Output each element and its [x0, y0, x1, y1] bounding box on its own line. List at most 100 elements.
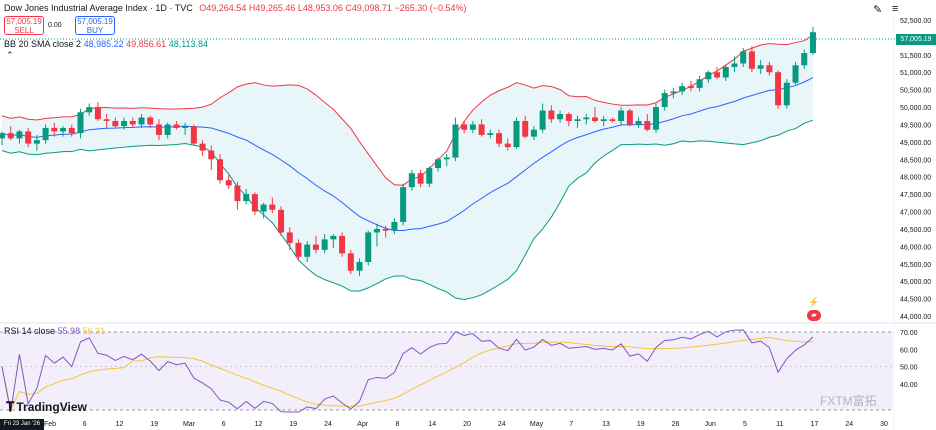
candle-body — [16, 131, 23, 139]
price-tick-label: 49,000.00 — [900, 140, 931, 147]
price-tick-label: 49,500.00 — [900, 122, 931, 129]
candle-body — [295, 242, 302, 257]
candle-body — [278, 209, 285, 233]
tv-logo-icon: 𝐓 — [6, 399, 15, 414]
time-tick-label: 20 — [463, 421, 471, 428]
pencil-icon[interactable]: ✎ — [873, 4, 883, 16]
candle-body — [766, 65, 773, 73]
candle-body — [269, 204, 276, 210]
price-tick-label: 51,000.00 — [900, 70, 931, 77]
candle-body — [199, 143, 206, 151]
time-tick-label: 19 — [289, 421, 297, 428]
time-tick-label: 13 — [602, 421, 610, 428]
candle-body — [408, 173, 415, 188]
crosshair-date-badge: Fri 23 Jan '26 — [0, 419, 44, 430]
candle-body — [783, 82, 790, 106]
candle-body — [365, 232, 372, 263]
lightning-icon[interactable]: ⚡ — [808, 297, 820, 307]
rsi-band-fill — [0, 332, 893, 410]
candle-body — [103, 119, 110, 121]
buy-price: 57,005.19 — [77, 17, 113, 26]
candle-body — [173, 124, 180, 128]
sell-price: 57,005.19 — [6, 17, 42, 26]
buy-label: BUY — [86, 26, 104, 35]
candle-body — [400, 187, 407, 222]
candle-body — [740, 51, 747, 64]
candle-body — [565, 114, 572, 121]
candle-body — [147, 117, 154, 125]
candle-body — [208, 150, 215, 160]
candle-body — [426, 168, 433, 184]
candle-body — [312, 244, 319, 250]
candle-body — [539, 110, 546, 130]
candle-body — [234, 185, 241, 202]
candle-body — [0, 133, 5, 139]
candle-body — [356, 262, 363, 271]
rsi-value: 55.98 — [57, 326, 81, 336]
candle-body — [339, 235, 346, 254]
candle-body — [182, 126, 189, 128]
collapse-legend-icon[interactable]: ⌃ — [6, 50, 14, 60]
price-tick-label: 44,500.00 — [900, 297, 931, 304]
candle-body — [251, 194, 258, 212]
candle-body — [243, 194, 250, 202]
time-tick-label: 11 — [776, 421, 783, 428]
candle-body — [260, 204, 267, 212]
price-tick-label: 47,000.00 — [900, 210, 931, 217]
candle-body — [644, 120, 651, 130]
candle-body — [504, 143, 511, 148]
time-tick-label: 12 — [116, 421, 124, 428]
candle-body — [801, 53, 808, 66]
symbol-title[interactable]: Dow Jones Industrial Average Index · 1D … — [4, 3, 193, 13]
chart-legend-title: Dow Jones Industrial Average Index · 1D … — [4, 3, 467, 14]
candle-body — [121, 120, 128, 127]
candle-body — [522, 120, 529, 137]
time-tick-label: 6 — [83, 421, 87, 428]
price-tick-label: 44,000.00 — [900, 314, 931, 321]
price-tick-label: 51,500.00 — [900, 53, 931, 60]
candle-body — [714, 72, 721, 78]
logo-text: TradingView — [16, 400, 87, 414]
candle-body — [530, 129, 537, 137]
bollinger-legend[interactable]: BB 20 SMA close 2 48,985.22 49,856.61 48… — [4, 39, 208, 50]
bb-lower-line — [1, 119, 814, 301]
time-tick-label: Feb — [44, 421, 56, 428]
flag-badge-icon[interactable]: ▰ — [807, 310, 821, 321]
rsi-legend[interactable]: RSI 14 close 55.98 56.31 — [4, 326, 105, 337]
candle-body — [496, 133, 503, 144]
candle-body — [731, 63, 738, 68]
price-tick-label: 48,000.00 — [900, 175, 931, 182]
time-tick-label: Jun — [705, 421, 716, 428]
candle-body — [722, 67, 729, 78]
bb-upper-value: 49,856.61 — [126, 39, 167, 49]
candle-body — [190, 126, 197, 144]
time-tick-label: 24 — [498, 421, 506, 428]
ohlc-values: O49,264.54 H49,265.46 L48,953.06 C49,098… — [199, 3, 467, 13]
price-tick-label: 46,500.00 — [900, 227, 931, 234]
candle-body — [809, 32, 816, 54]
price-tick-label: 52,500.00 — [900, 18, 931, 25]
time-tick-label: 24 — [324, 421, 332, 428]
candle-body — [679, 86, 686, 92]
time-tick-label: Mar — [183, 421, 196, 428]
candle-body — [696, 79, 703, 88]
candle-body — [321, 239, 328, 250]
buy-button[interactable]: 57,005.19 BUY — [75, 16, 115, 35]
bb-upper-line — [1, 34, 814, 186]
tradingview-logo: 𝐓 TradingView — [6, 399, 87, 415]
rsi-name: RSI 14 close — [4, 326, 56, 336]
menu-lines-icon[interactable]: ≡ — [892, 3, 899, 15]
candle-body — [557, 114, 564, 120]
candle-body — [469, 124, 476, 130]
candle-body — [382, 228, 389, 231]
sell-button[interactable]: 57,005.19 SELL — [4, 16, 44, 35]
bb-basis-line — [1, 77, 814, 232]
price-tick-label: 50,500.00 — [900, 88, 931, 95]
candle-body — [417, 173, 424, 184]
candle-body — [129, 120, 136, 125]
candle-body — [452, 124, 459, 158]
time-tick-label: 17 — [811, 421, 819, 428]
price-tick-label: 46,000.00 — [900, 244, 931, 251]
time-tick-label: 5 — [743, 421, 747, 428]
